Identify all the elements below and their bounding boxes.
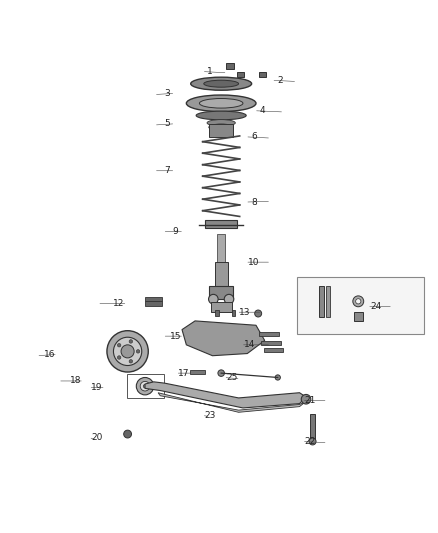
Bar — [310, 415, 315, 441]
Text: 8: 8 — [251, 198, 257, 207]
Ellipse shape — [186, 95, 256, 111]
Bar — [209, 286, 233, 299]
Bar — [211, 302, 232, 312]
Text: 22: 22 — [305, 437, 316, 446]
Text: 6: 6 — [251, 132, 257, 141]
Bar — [190, 370, 205, 374]
Bar — [209, 124, 233, 137]
Bar — [259, 71, 266, 77]
Text: 19: 19 — [92, 383, 103, 392]
Ellipse shape — [117, 356, 121, 359]
Polygon shape — [182, 321, 265, 356]
Ellipse shape — [211, 128, 232, 135]
Ellipse shape — [129, 360, 133, 363]
Bar — [261, 341, 281, 345]
Text: 20: 20 — [92, 433, 103, 442]
Ellipse shape — [204, 80, 239, 87]
Bar — [145, 297, 162, 301]
Bar — [259, 332, 279, 336]
Ellipse shape — [275, 375, 280, 380]
Polygon shape — [145, 382, 306, 408]
Text: 3: 3 — [164, 89, 170, 98]
Bar — [319, 286, 324, 317]
Ellipse shape — [143, 384, 147, 388]
Ellipse shape — [353, 296, 364, 307]
Ellipse shape — [309, 438, 316, 445]
Ellipse shape — [356, 298, 361, 304]
Ellipse shape — [199, 99, 243, 108]
Ellipse shape — [121, 345, 134, 358]
Polygon shape — [158, 393, 306, 413]
Bar — [264, 348, 283, 352]
Ellipse shape — [136, 350, 140, 353]
Ellipse shape — [113, 337, 142, 366]
Ellipse shape — [191, 77, 252, 90]
Ellipse shape — [136, 377, 154, 395]
Text: 16: 16 — [43, 350, 55, 359]
Ellipse shape — [224, 294, 234, 304]
Ellipse shape — [218, 370, 224, 376]
Bar — [215, 310, 219, 316]
Ellipse shape — [207, 119, 235, 126]
Ellipse shape — [301, 394, 311, 404]
Bar — [145, 301, 162, 305]
Ellipse shape — [208, 294, 218, 304]
Text: 5: 5 — [164, 119, 170, 128]
Bar — [326, 286, 330, 317]
Text: 7: 7 — [164, 166, 170, 175]
Text: 13: 13 — [239, 308, 251, 317]
Text: 10: 10 — [248, 257, 260, 266]
Ellipse shape — [140, 382, 150, 391]
Text: 18: 18 — [70, 376, 81, 385]
Text: 1: 1 — [208, 67, 213, 76]
Text: 15: 15 — [170, 332, 181, 341]
Ellipse shape — [209, 124, 233, 131]
Text: 12: 12 — [113, 299, 124, 308]
Bar — [297, 277, 424, 334]
Bar — [232, 310, 235, 316]
Ellipse shape — [107, 330, 148, 372]
Bar — [215, 262, 228, 288]
Text: 21: 21 — [305, 396, 316, 405]
Ellipse shape — [196, 111, 246, 120]
Text: 2: 2 — [277, 76, 283, 85]
Bar — [354, 312, 363, 321]
Ellipse shape — [254, 310, 261, 317]
Text: 9: 9 — [173, 227, 178, 236]
Bar — [226, 63, 234, 69]
Bar — [127, 374, 163, 398]
Bar — [217, 234, 225, 264]
Text: 14: 14 — [244, 341, 255, 349]
Bar — [205, 220, 237, 228]
Text: 25: 25 — [226, 373, 238, 382]
Ellipse shape — [129, 340, 133, 343]
Ellipse shape — [117, 343, 121, 347]
Ellipse shape — [124, 430, 131, 438]
Text: 4: 4 — [260, 106, 265, 115]
Text: 24: 24 — [370, 302, 381, 311]
Text: 17: 17 — [178, 369, 190, 377]
Bar — [237, 71, 244, 77]
Text: 23: 23 — [205, 411, 216, 420]
